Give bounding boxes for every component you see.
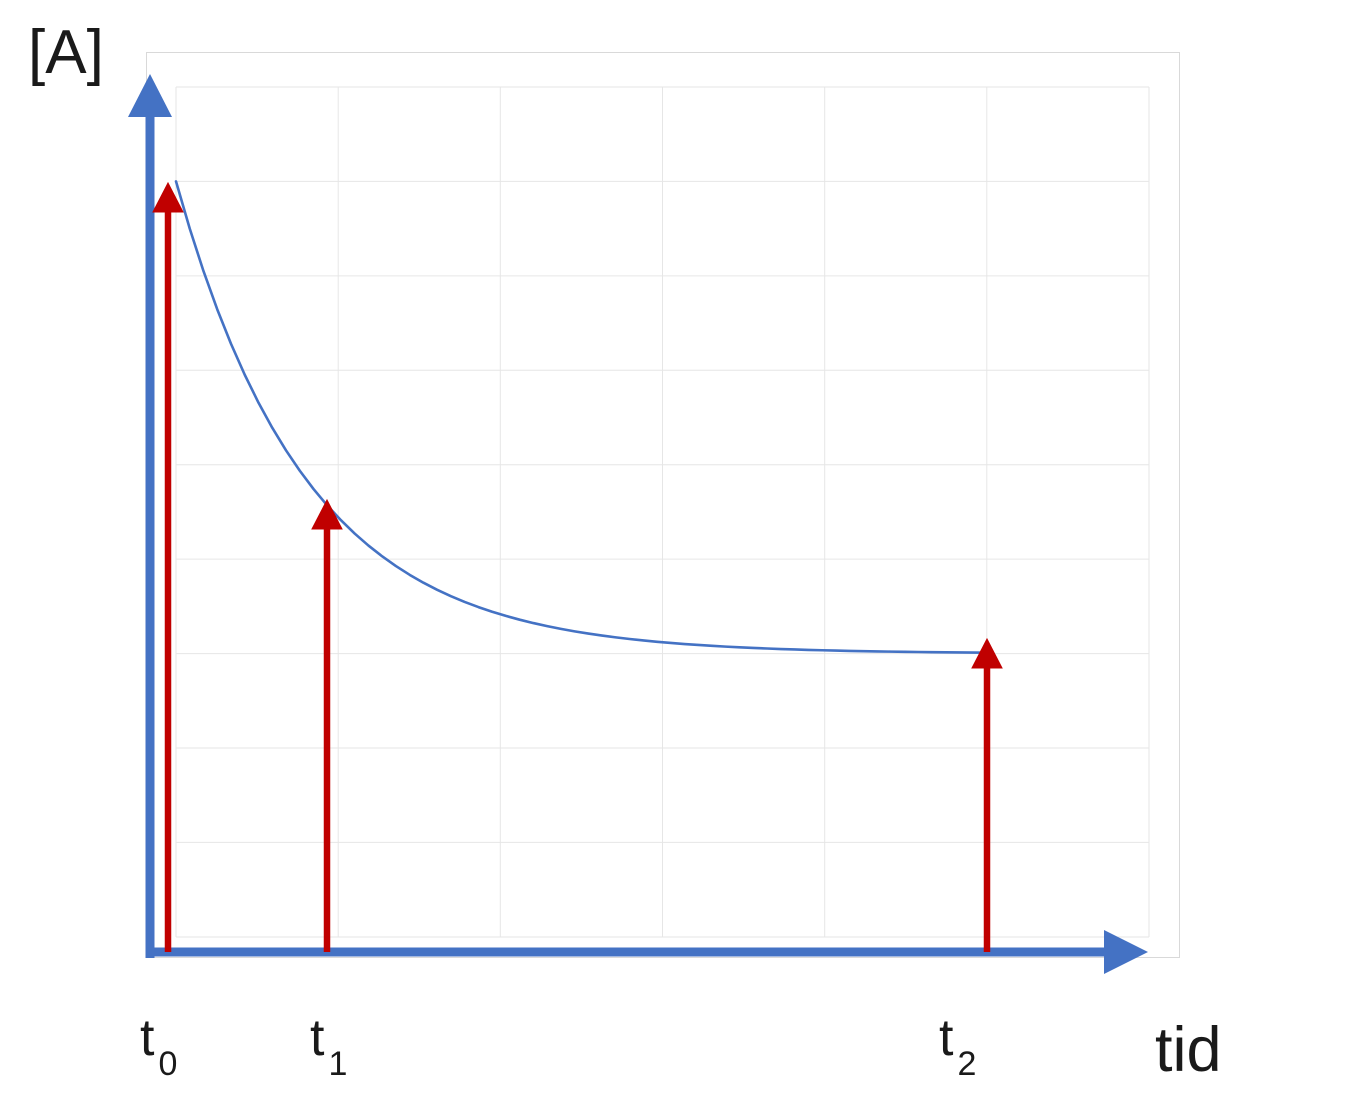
svg-text:t0: t0 <box>140 1009 177 1083</box>
svg-text:t1: t1 <box>310 1009 347 1083</box>
svg-text:[A]: [A] <box>28 18 104 87</box>
svg-text:t2: t2 <box>939 1009 976 1083</box>
svg-text:tid: tid <box>1155 1015 1222 1085</box>
